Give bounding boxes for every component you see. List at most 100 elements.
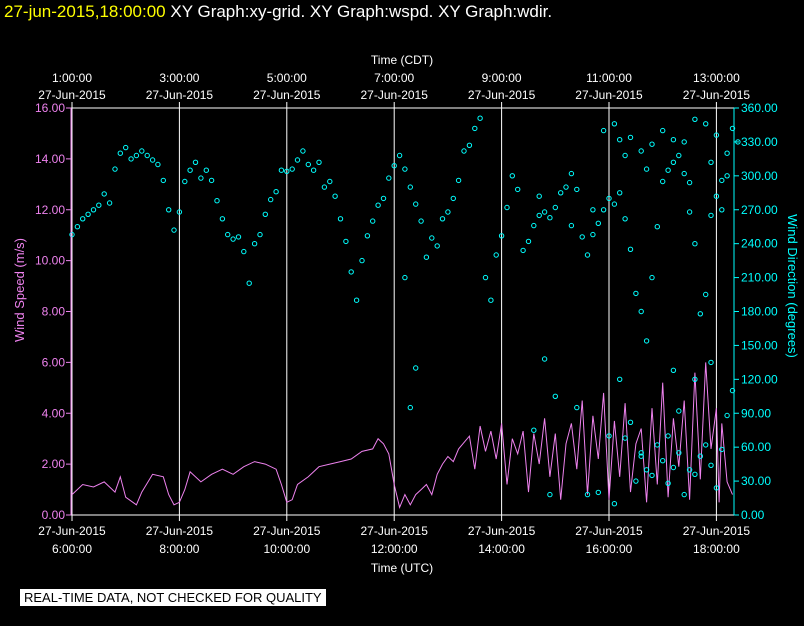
graph-title: 27-jun-2015,18:00:00 XY Graph:xy-grid. X… [4,2,552,22]
top-axis-tick-time: 11:00:00 [586,71,632,85]
top-axis-tick-date: 27-Jun-2015 [38,88,106,102]
wind-direction-point [676,408,682,414]
wind-direction-point [665,167,671,173]
wind-direction-point [611,121,618,127]
wind-direction-point [590,207,596,213]
wind-direction-point [600,127,607,134]
wind-direction-point [359,257,365,264]
wind-direction-point [638,453,644,459]
wind-direction-point [166,207,172,213]
right-axis-tick-label: 210.00 [741,271,778,285]
wind-direction-point [531,427,537,433]
wind-direction-point [681,170,687,177]
wind-direction-point [622,152,628,159]
wind-direction-point [643,467,650,473]
right-axis-tick-label: 90.00 [741,406,771,420]
wind-direction-point [574,404,580,411]
wind-direction-point [708,212,714,219]
wind-direction-point [117,150,124,156]
wind-direction-point [595,489,601,496]
bottom-axis-tick-date: 27-Jun-2015 [38,524,106,538]
wind-direction-point [708,159,714,166]
wind-direction-point [316,159,322,166]
wind-direction-point [413,201,419,207]
wind-direction-point [611,201,618,207]
wind-direction-point [472,125,478,132]
wind-direction-point [219,216,226,222]
wind-direction-point [649,472,655,479]
wind-direction-point [101,191,107,197]
wind-direction-point [407,404,413,411]
left-axis-tick-label: 14.00 [35,152,65,166]
wind-direction-point [724,150,730,156]
wind-direction-point [477,115,483,121]
right-axis-tick-label: 60.00 [741,440,771,454]
bottom-axis-tick-time: 18:00:00 [693,542,740,556]
wind-direction-point [176,209,183,215]
wind-direction-point [337,216,344,222]
right-axis-tick-label: 30.00 [741,474,771,488]
wind-direction-point [665,433,671,439]
wind-direction-point [638,308,644,315]
wind-direction-point [504,204,510,211]
bottom-axis-tick-date: 27-Jun-2015 [575,524,643,538]
right-axis-tick-label: 360.00 [741,101,778,115]
wind-direction-point [515,186,521,193]
wind-direction-point [670,464,677,471]
wind-direction-point [606,195,612,202]
wind-direction-point [660,178,666,185]
wind-direction-point [719,207,725,213]
wind-direction-point [321,184,328,190]
bottom-axis-tick-time: 8:00:00 [159,542,199,556]
wind-direction-point [273,189,279,195]
wind-direction-point [703,121,709,127]
wind-direction-point [391,163,397,169]
wind-direction-point [703,291,709,298]
bottom-axis-tick-time: 14:00:00 [478,542,525,556]
wind-direction-point [547,491,553,498]
wind-direction-point [208,177,215,184]
wind-direction-point [370,218,376,224]
wind-direction-point [85,211,91,218]
wind-direction-point [332,193,338,199]
wind-direction-point [697,453,703,459]
wind-direction-point [402,274,408,281]
bottom-axis-tick-date: 27-Jun-2015 [468,524,536,538]
wind-direction-point [241,248,247,255]
wind-direction-point [327,178,333,185]
wind-direction-point [230,236,236,242]
wind-direction-point [686,179,693,186]
wind-direction-point [703,442,709,448]
right-axis-tick-label: 330.00 [741,135,778,149]
wind-direction-point [203,167,210,173]
wind-direction-point [423,254,430,260]
top-axis-tick-date: 27-Jun-2015 [575,88,643,102]
left-axis-tick-label: 16.00 [35,101,65,115]
top-axis-tick-time: 3:00:00 [159,71,199,85]
wind-direction-point [692,376,698,382]
wind-direction-point [525,238,532,245]
wind-direction-point [128,156,134,162]
wind-direction-point [289,166,295,172]
wind-direction-point [251,241,258,247]
right-axis-tick-label: 120.00 [741,372,778,386]
wind-direction-point [498,233,505,239]
wind-direction-point [536,193,542,199]
wind-direction-point [445,209,451,215]
wind-direction-point [660,127,666,134]
wind-direction-point [724,412,730,419]
wind-direction-point [482,274,489,281]
wind-direction-point [262,211,268,218]
bottom-axis-tick-date: 27-Jun-2015 [361,524,429,538]
top-axis-tick-time: 1:00:00 [52,71,92,85]
wind-direction-point [343,238,349,245]
chart-axes: 0.00 2.00 4.00 6.00 8.00 10.00 12.00 14.00 16.00… [35,71,778,556]
wind-direction-point [670,137,677,143]
wind-direction-point [278,167,285,173]
wind-direction-point [649,141,655,147]
wind-direction-point [713,485,720,491]
wind-direction-point [697,311,703,317]
wind-direction-point [579,234,585,240]
wind-direction-point [396,152,403,159]
top-axis-tick-time: 5:00:00 [267,71,307,85]
